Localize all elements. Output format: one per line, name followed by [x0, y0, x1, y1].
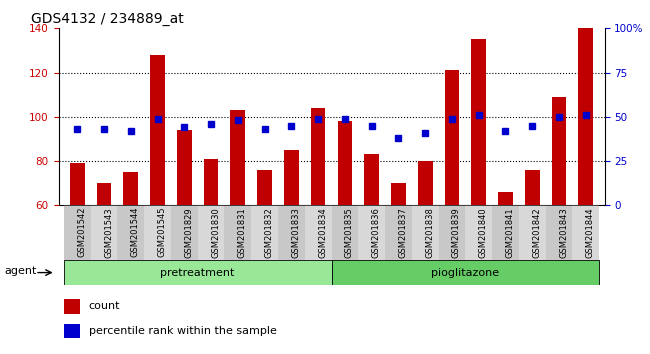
Bar — [445, 70, 460, 205]
Bar — [305, 205, 332, 260]
Bar — [144, 205, 171, 260]
Text: GSM201843: GSM201843 — [559, 207, 568, 258]
Text: GSM201543: GSM201543 — [104, 207, 113, 258]
Bar — [358, 205, 385, 260]
Bar — [412, 205, 439, 260]
Bar — [90, 205, 118, 260]
Bar — [578, 28, 593, 205]
Bar — [64, 324, 81, 338]
Text: pioglitazone: pioglitazone — [431, 268, 499, 278]
Text: GSM201545: GSM201545 — [157, 207, 166, 257]
Bar — [385, 205, 412, 260]
Bar — [64, 205, 90, 260]
Bar — [124, 172, 138, 205]
Text: GSM201844: GSM201844 — [586, 207, 595, 258]
Text: pretreatment: pretreatment — [161, 268, 235, 278]
Text: GSM201544: GSM201544 — [131, 207, 140, 257]
Bar — [332, 260, 599, 285]
Bar — [573, 205, 599, 260]
Text: GSM201831: GSM201831 — [238, 207, 247, 258]
Bar — [278, 205, 305, 260]
Bar — [198, 205, 224, 260]
Bar — [471, 39, 486, 205]
Bar — [525, 170, 540, 205]
Bar — [364, 154, 379, 205]
Text: GSM201840: GSM201840 — [478, 207, 488, 258]
Bar — [97, 183, 111, 205]
Bar — [465, 205, 492, 260]
Bar — [150, 55, 165, 205]
Text: GSM201834: GSM201834 — [318, 207, 327, 258]
Bar — [224, 205, 251, 260]
Bar — [251, 205, 278, 260]
Text: GSM201542: GSM201542 — [77, 207, 86, 257]
Bar — [332, 205, 358, 260]
Bar — [311, 108, 326, 205]
Text: GSM201833: GSM201833 — [291, 207, 300, 258]
Bar — [552, 97, 566, 205]
Text: GSM201830: GSM201830 — [211, 207, 220, 258]
Text: agent: agent — [5, 266, 37, 276]
Bar — [439, 205, 465, 260]
Bar — [337, 121, 352, 205]
Bar — [64, 260, 332, 285]
Text: GSM201838: GSM201838 — [425, 207, 434, 258]
Text: GSM201841: GSM201841 — [506, 207, 514, 258]
Bar — [418, 161, 432, 205]
Text: GSM201837: GSM201837 — [398, 207, 408, 258]
Bar — [70, 163, 84, 205]
Bar — [257, 170, 272, 205]
Bar — [492, 205, 519, 260]
Bar — [231, 110, 245, 205]
Bar — [519, 205, 545, 260]
Bar — [118, 205, 144, 260]
Bar — [391, 183, 406, 205]
Bar — [177, 130, 192, 205]
Bar — [203, 159, 218, 205]
Text: GSM201842: GSM201842 — [532, 207, 541, 258]
Text: GSM201839: GSM201839 — [452, 207, 461, 258]
Bar — [545, 205, 573, 260]
Text: percentile rank within the sample: percentile rank within the sample — [88, 326, 276, 336]
Bar — [64, 299, 81, 314]
Bar — [171, 205, 198, 260]
Bar — [498, 192, 513, 205]
Text: count: count — [88, 301, 120, 311]
Text: GSM201835: GSM201835 — [345, 207, 354, 258]
Text: GSM201832: GSM201832 — [265, 207, 274, 258]
Text: GSM201836: GSM201836 — [372, 207, 381, 258]
Text: GSM201829: GSM201829 — [185, 207, 193, 258]
Text: GDS4132 / 234889_at: GDS4132 / 234889_at — [31, 12, 184, 26]
Bar — [284, 150, 299, 205]
